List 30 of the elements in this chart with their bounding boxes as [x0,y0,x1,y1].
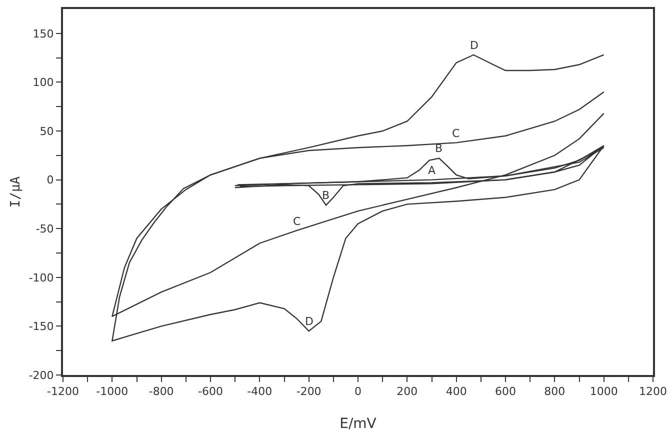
annotation: C [293,215,301,228]
y-tick-label: 50 [40,124,54,138]
y-tick-label: 150 [32,27,54,40]
annotation: B [435,142,443,155]
x-tick-label: 1000 [590,385,618,398]
annotation: D [305,315,314,328]
x-tick-label: 1200 [639,385,667,398]
y-tick-label: 0 [46,174,54,187]
x-tick-label: -800 [148,385,174,398]
x-tick-label: -600 [198,385,223,398]
x-tick-label: 0 [354,385,362,398]
x-tick-label: 600 [495,385,516,398]
x-tick-label: 200 [396,385,418,398]
annotation: A [428,164,436,177]
x-axis-title: E/mV [340,416,377,432]
x-tick-label: 800 [544,385,566,398]
annotation: C [452,127,460,140]
y-tick-label: -100 [28,271,54,284]
x-tick-label: 400 [446,385,467,398]
x-tick-label: -400 [247,385,272,398]
y-tick-label: -200 [28,368,54,382]
x-tick-label: -1200 [47,385,79,398]
y-tick-label: -50 [36,222,54,236]
annotation: B [322,189,330,202]
annotation: D [470,39,478,52]
x-tick-label: -200 [296,385,322,398]
y-axis-title: I/μA [8,176,24,208]
y-tick-label: 100 [32,76,54,90]
x-tick-label: -1000 [96,385,128,398]
y-tick-label: -150 [28,320,54,334]
